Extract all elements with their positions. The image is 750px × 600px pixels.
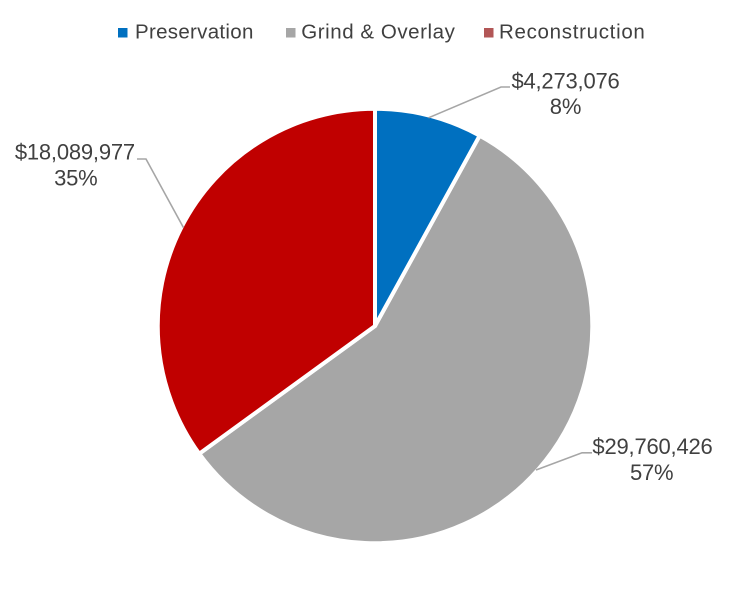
svg-text:Preservation: Preservation: [135, 21, 254, 44]
svg-text:Grind & Overlay: Grind & Overlay: [301, 21, 455, 44]
svg-text:57%: 57%: [630, 460, 673, 485]
svg-text:$4,273,076: $4,273,076: [511, 69, 619, 94]
svg-text:8%: 8%: [550, 94, 581, 119]
svg-text:35%: 35%: [54, 166, 97, 191]
svg-text:$29,760,426: $29,760,426: [592, 434, 712, 459]
svg-text:Reconstruction: Reconstruction: [499, 21, 646, 44]
svg-text:$18,089,977: $18,089,977: [15, 139, 135, 164]
